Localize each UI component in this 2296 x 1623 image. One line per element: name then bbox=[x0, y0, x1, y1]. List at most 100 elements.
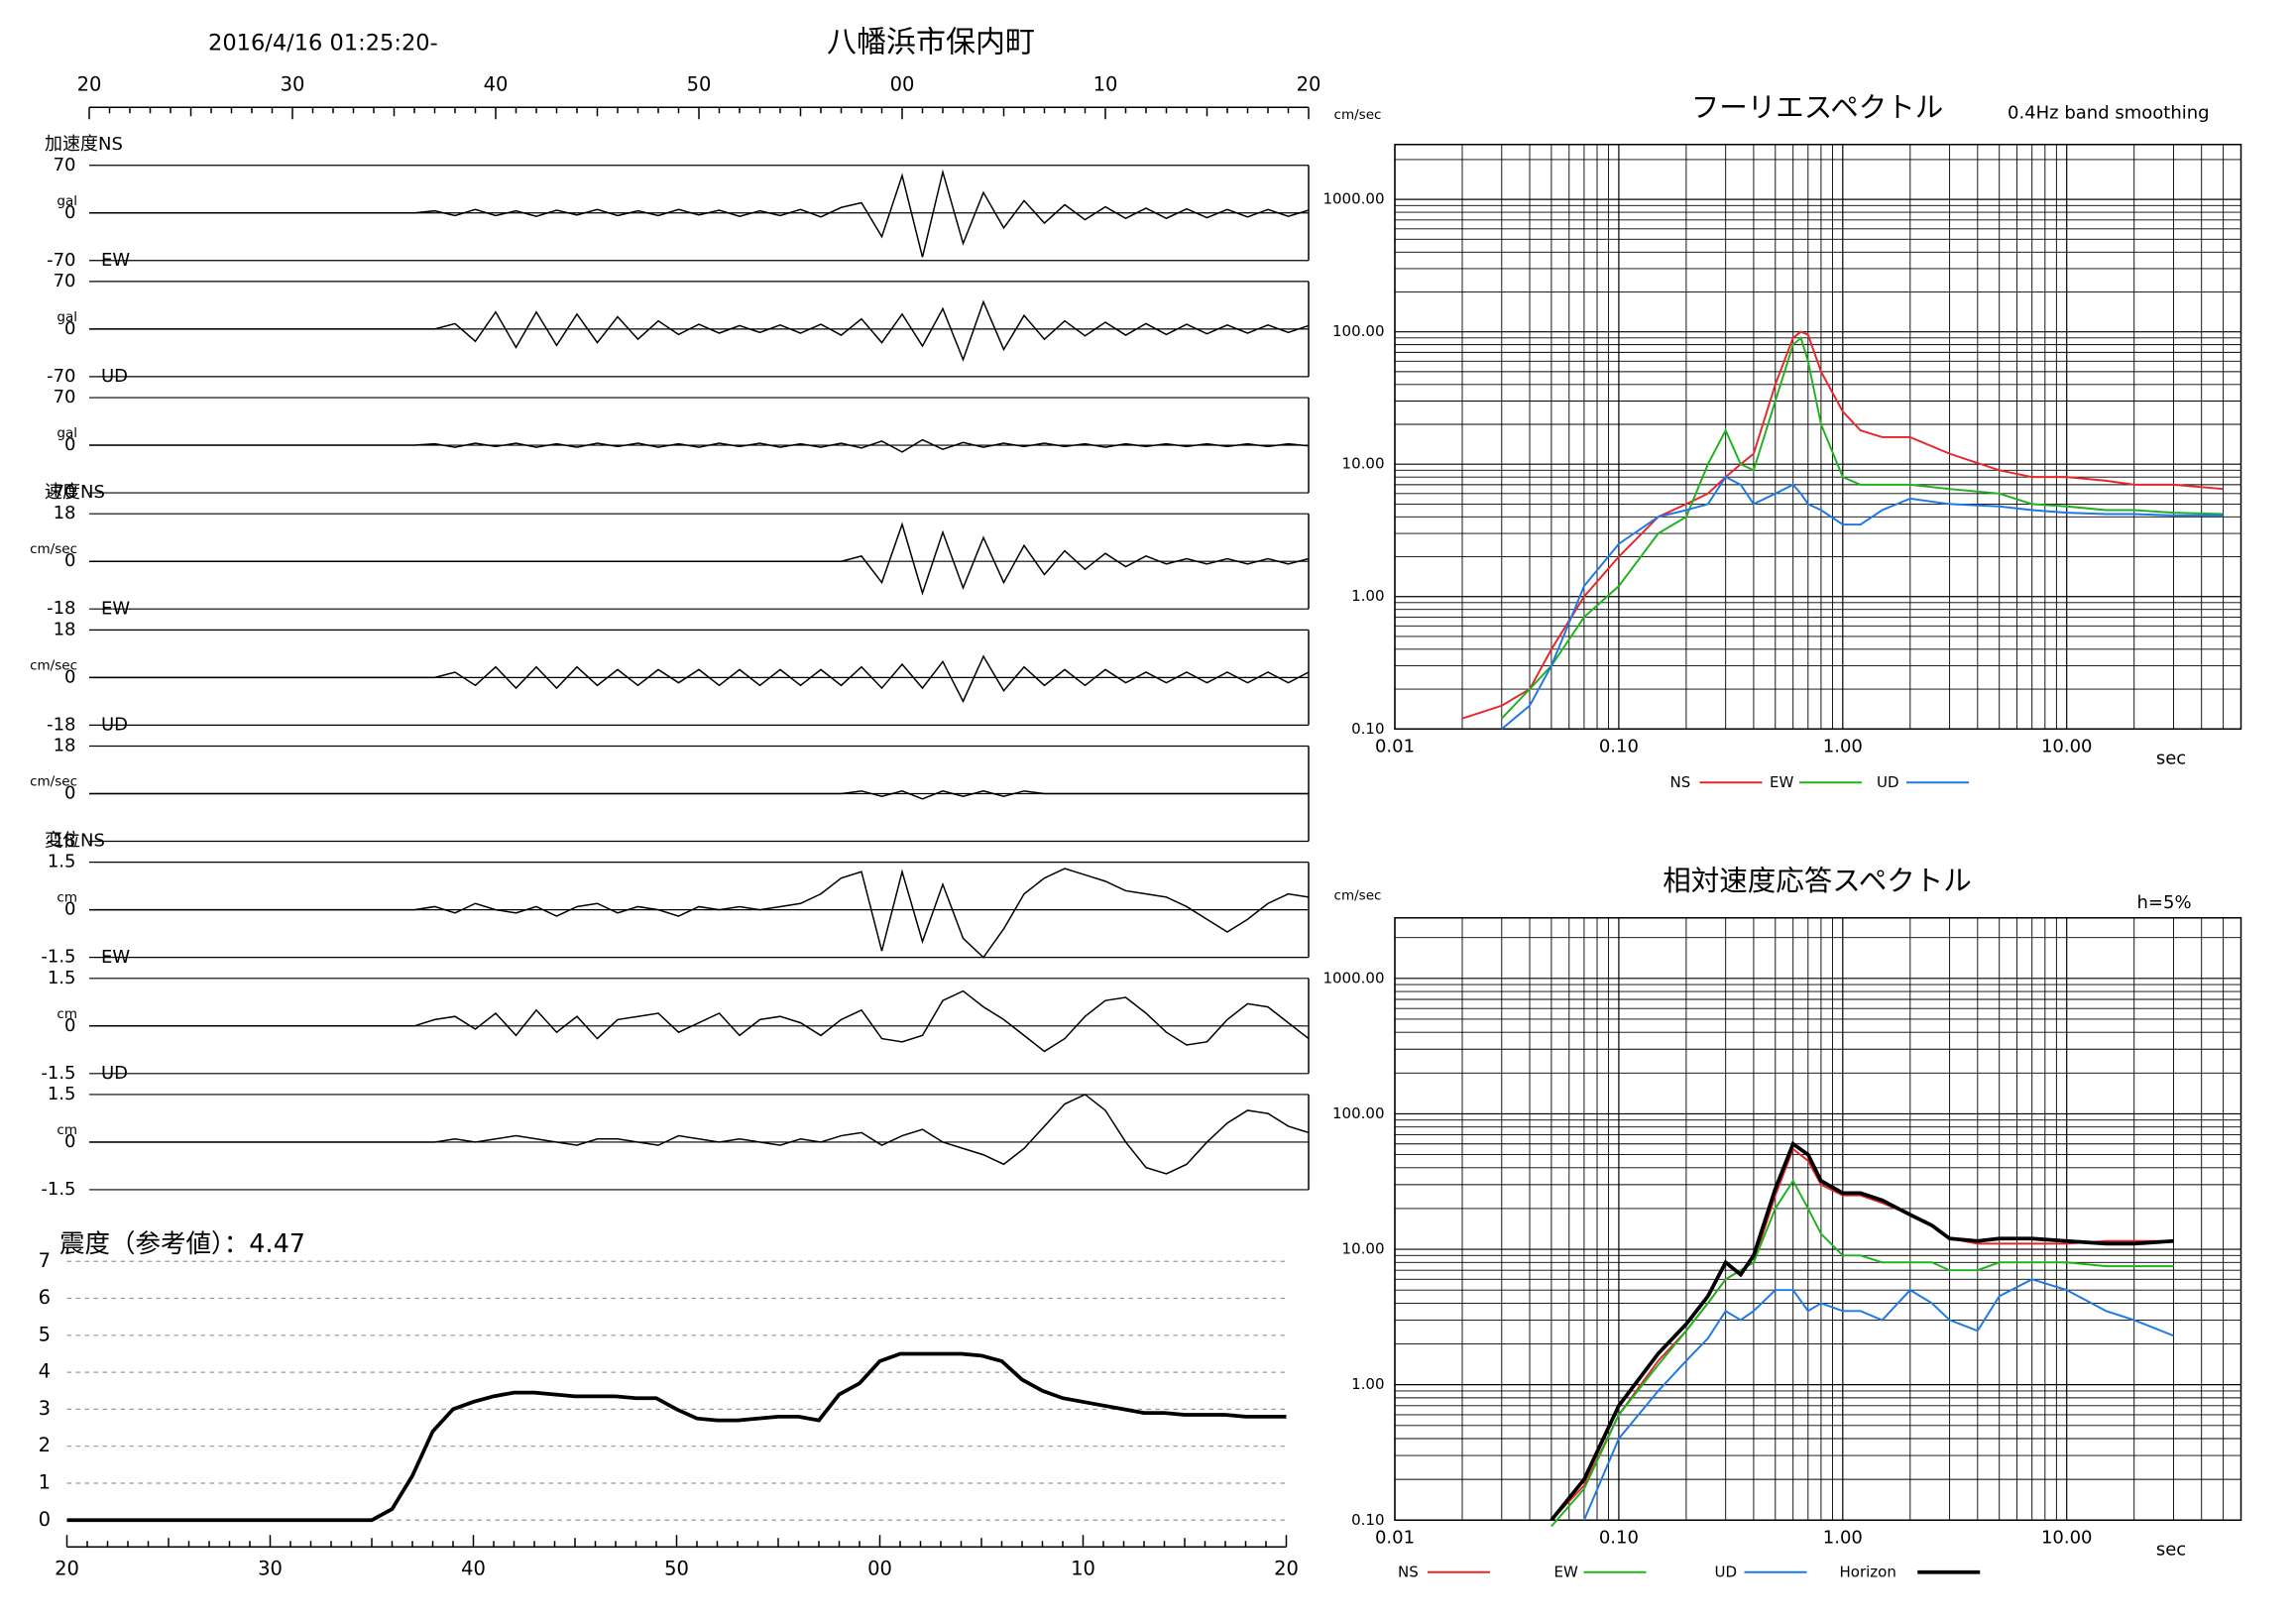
panel-label: EW bbox=[101, 250, 130, 271]
x-tick-label: 0.01 bbox=[1375, 1527, 1415, 1548]
panel-label: UD bbox=[101, 1063, 128, 1084]
y-tick-label: 1000.00 bbox=[1322, 190, 1384, 208]
x-axis-unit: sec bbox=[2156, 1539, 2186, 1560]
record-datetime: 2016/4/16 01:25:20- bbox=[208, 30, 438, 56]
y-tick-label: 70 bbox=[54, 387, 76, 407]
y-tick-label: 70 bbox=[54, 155, 76, 175]
y-axis-unit: cm/sec bbox=[1334, 887, 1382, 903]
unit-label: cm bbox=[57, 1006, 77, 1022]
y-tick-label: 10.00 bbox=[1342, 1240, 1385, 1258]
chart-title: 相対速度応答スペクトル bbox=[1663, 865, 1972, 897]
x-tick-label: 20 bbox=[55, 1557, 79, 1579]
y-tick-label: 18 bbox=[54, 503, 76, 523]
y-tick-label: 0 bbox=[64, 899, 75, 920]
y-tick-label: -70 bbox=[47, 250, 75, 271]
y-tick-label: 1.00 bbox=[1351, 587, 1384, 605]
spectrum-line bbox=[1501, 336, 2224, 720]
y-tick-label: 6 bbox=[39, 1286, 51, 1309]
chart-subtitle: h=5% bbox=[2137, 892, 2192, 913]
y-tick-label: 3 bbox=[39, 1397, 51, 1420]
x-tick-label: 40 bbox=[461, 1557, 486, 1579]
panel-label: 変位NS bbox=[45, 831, 105, 852]
waveform bbox=[89, 169, 1310, 258]
legend-label: UD bbox=[1877, 773, 1899, 791]
y-tick-label: 0 bbox=[64, 1131, 75, 1152]
y-tick-label: 70 bbox=[54, 271, 76, 291]
legend-label: EW bbox=[1770, 773, 1793, 791]
spectrum-line bbox=[1501, 475, 2224, 730]
y-tick-label: 1000.00 bbox=[1322, 969, 1384, 986]
y-tick-label: 0 bbox=[64, 318, 75, 339]
panel-label: 速度NS bbox=[45, 482, 105, 503]
y-tick-label: 0 bbox=[64, 202, 75, 223]
legend-label: UD bbox=[1715, 1563, 1738, 1580]
unit-label: gal bbox=[57, 425, 77, 441]
y-tick-label: 10.00 bbox=[1342, 455, 1385, 473]
legend-label: EW bbox=[1554, 1563, 1578, 1580]
y-tick-label: 0 bbox=[64, 783, 75, 804]
x-tick-label: 20 bbox=[1274, 1557, 1299, 1579]
panel-label: EW bbox=[101, 947, 130, 968]
x-tick-label: 20 bbox=[1297, 72, 1321, 95]
y-tick-label: -1.5 bbox=[41, 947, 75, 968]
legend-label: NS bbox=[1398, 1563, 1419, 1580]
y-tick-label: 100.00 bbox=[1332, 1104, 1385, 1122]
y-tick-label: 2 bbox=[39, 1434, 51, 1456]
y-tick-label: 0 bbox=[64, 434, 75, 455]
y-tick-label: 7 bbox=[39, 1249, 51, 1272]
y-tick-label: -1.5 bbox=[41, 1063, 75, 1084]
x-axis-unit: sec bbox=[2156, 748, 2186, 768]
x-tick-label: 0.10 bbox=[1599, 1527, 1639, 1548]
plot-frame bbox=[1394, 143, 2242, 730]
panel-label: 加速度NS bbox=[45, 134, 123, 155]
waveform bbox=[89, 989, 1310, 1053]
x-tick-label: 10.00 bbox=[2041, 736, 2093, 756]
y-tick-label: -70 bbox=[47, 482, 75, 503]
panel-label: UD bbox=[101, 366, 128, 387]
y-tick-label: 0 bbox=[64, 550, 75, 571]
y-tick-label: -1.5 bbox=[41, 1179, 75, 1200]
y-tick-label: -18 bbox=[47, 831, 75, 852]
unit-label: cm/sec bbox=[30, 774, 77, 790]
x-tick-label: 10 bbox=[1093, 72, 1118, 95]
y-tick-label: 5 bbox=[39, 1323, 51, 1345]
y-tick-label: 0 bbox=[64, 666, 75, 687]
legend-label: NS bbox=[1670, 773, 1691, 791]
legend-label: Horizon bbox=[1840, 1563, 1896, 1580]
panel-label: UD bbox=[101, 715, 128, 736]
waveform bbox=[89, 522, 1310, 596]
unit-label: cm bbox=[57, 890, 77, 906]
x-tick-label: 1.00 bbox=[1823, 1527, 1863, 1548]
unit-label: cm bbox=[57, 1122, 77, 1138]
spectrum-line bbox=[1583, 1278, 2174, 1521]
chart-subtitle: 0.4Hz band smoothing bbox=[2008, 102, 2210, 123]
unit-label: gal bbox=[57, 309, 77, 325]
x-tick-label: 1.00 bbox=[1823, 736, 1863, 756]
x-tick-label: 40 bbox=[484, 72, 509, 95]
y-tick-label: 1 bbox=[39, 1470, 51, 1493]
station-title: 八幡浜市保内町 bbox=[827, 25, 1035, 59]
y-tick-label: 1.5 bbox=[48, 1084, 76, 1104]
y-tick-label: -70 bbox=[47, 366, 75, 387]
y-tick-label: 18 bbox=[54, 736, 76, 756]
waveform bbox=[89, 654, 1310, 704]
y-tick-label: 4 bbox=[39, 1360, 51, 1383]
y-axis-unit: cm/sec bbox=[1334, 107, 1382, 123]
y-tick-label: 100.00 bbox=[1332, 322, 1385, 340]
chart-title: フーリエスペクトル bbox=[1691, 91, 1944, 124]
unit-label: cm/sec bbox=[30, 657, 77, 673]
x-tick-label: 0.01 bbox=[1375, 736, 1415, 756]
waveform bbox=[89, 438, 1310, 453]
intensity-line bbox=[66, 1351, 1287, 1523]
y-tick-label: -18 bbox=[47, 598, 75, 619]
spectrum-line bbox=[1550, 1147, 2174, 1521]
y-tick-label: 18 bbox=[54, 619, 76, 639]
unit-label: gal bbox=[57, 193, 77, 209]
waveform bbox=[89, 868, 1310, 959]
x-tick-label: 10 bbox=[1071, 1557, 1095, 1579]
x-tick-label: 30 bbox=[281, 72, 305, 95]
y-tick-label: 0 bbox=[64, 1015, 75, 1036]
spectrum-line bbox=[1550, 1140, 2174, 1522]
x-tick-label: 00 bbox=[890, 72, 915, 95]
